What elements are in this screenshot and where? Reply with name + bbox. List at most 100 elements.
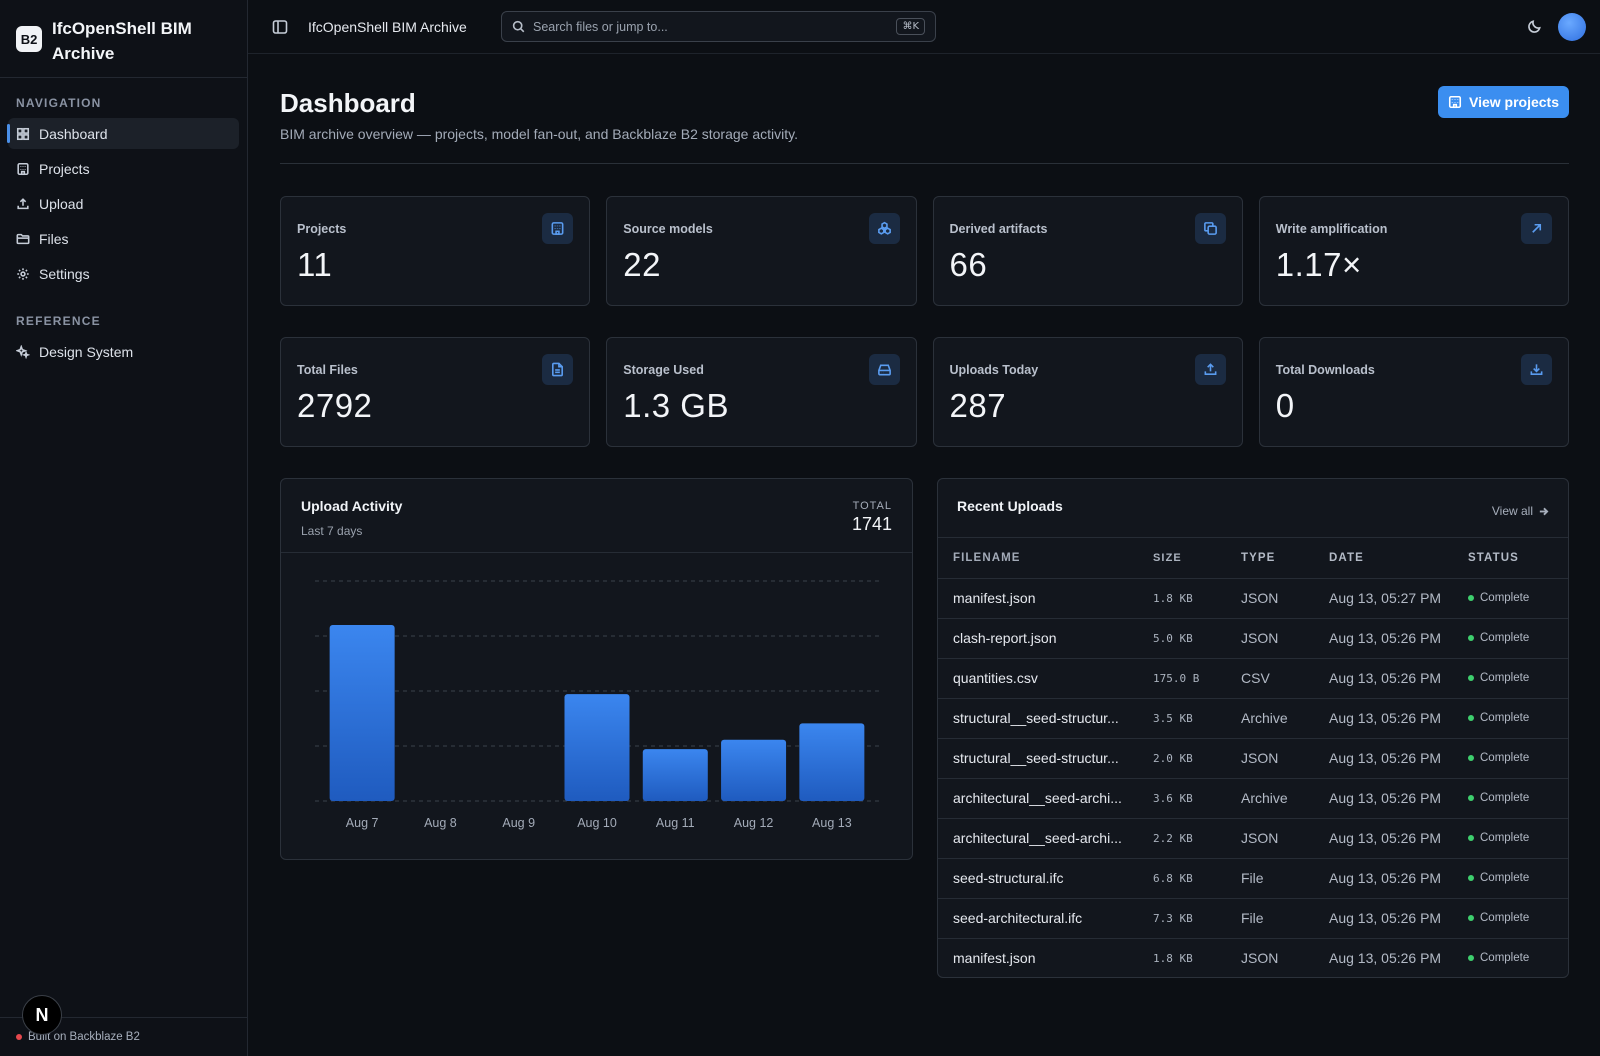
cell-status: Complete [1468, 738, 1568, 779]
cell-size: 7.3 KB [1153, 898, 1241, 939]
cell-filename[interactable]: manifest.json [938, 578, 1153, 619]
recent-uploads-table: FILENAME SIZE TYPE DATE STATUS manifest.json… [938, 538, 1568, 977]
column-header-filename[interactable]: FILENAME [938, 538, 1153, 579]
stat-card-total-files: Total Files 2792 [280, 337, 591, 447]
top-title: IfcOpenShell BIM Archive [308, 18, 467, 35]
x-tick-label: Aug 8 [424, 816, 457, 830]
sidebar-item-label: Dashboard [39, 125, 108, 142]
cell-type: File [1241, 858, 1329, 899]
status-dot [1468, 635, 1474, 641]
chart-total-label: TOTAL [852, 500, 892, 512]
chart-title: Upload Activity [301, 498, 403, 514]
cell-filename[interactable]: quantities.csv [938, 658, 1153, 699]
bar-aug-13[interactable] [799, 723, 865, 801]
stats-row-2: Total Files 2792 Storage Used 1.3 GB Uploads… [280, 337, 1569, 447]
stat-label: Projects [297, 222, 347, 236]
sidebar-item-dashboard[interactable]: Dashboard [7, 118, 239, 149]
folder-icon [16, 233, 30, 244]
sidebar-item-label: Files [39, 230, 69, 247]
cell-filename[interactable]: structural__seed-structur... [938, 738, 1153, 779]
recent-uploads-title: Recent Uploads [957, 498, 1063, 514]
brand-name: IfcOpenShell BIM Archive [52, 19, 192, 63]
cell-type: JSON [1241, 738, 1329, 779]
upload-icon [17, 197, 29, 209]
bar-aug-7[interactable] [329, 625, 395, 801]
status-badge: Complete [1468, 632, 1529, 644]
stat-value: 1.17× [1275, 246, 1362, 283]
hard-drive-icon [877, 364, 891, 376]
cell-filename[interactable]: seed-architectural.ifc [938, 898, 1153, 939]
search-bar[interactable]: ⌘K [501, 11, 936, 42]
sidebar-item-projects[interactable]: Projects [8, 153, 239, 184]
brand[interactable]: B2 IfcOpenShell BIM Archive [0, 0, 247, 78]
cell-date: Aug 13, 05:26 PM [1329, 858, 1468, 899]
sidebar-toggle-icon[interactable] [272, 19, 288, 35]
topbar: IfcOpenShell BIM Archive ⌘K [248, 0, 1600, 54]
status-badge: Complete [1468, 912, 1529, 924]
stat-value: 2792 [297, 387, 373, 424]
stat-value: 11 [297, 246, 333, 283]
table-row[interactable]: quantities.csv 175.0 B CSV Aug 13, 05:26 PM… [938, 658, 1568, 699]
stat-icon-box [868, 213, 900, 244]
building-icon [1448, 95, 1462, 109]
view-all-link[interactable]: View all [1492, 504, 1549, 518]
cell-type: Archive [1241, 778, 1329, 819]
stat-label: Write amplification [1275, 222, 1388, 236]
status-label: Complete [1480, 912, 1530, 924]
status-label: Complete [1480, 792, 1530, 804]
stat-value: 1.3 GB [623, 387, 729, 424]
bar-aug-12[interactable] [721, 739, 787, 801]
sidebar-item-design-system[interactable]: Design System [8, 336, 239, 367]
table-row[interactable]: seed-structural.ifc 6.8 KB File Aug 13, 05:… [938, 858, 1568, 899]
cell-size: 3.6 KB [1153, 778, 1241, 819]
search-input[interactable] [533, 19, 889, 34]
status-badge: Complete [1468, 712, 1529, 724]
cell-filename[interactable]: clash-report.json [938, 618, 1153, 659]
cell-status: Complete [1468, 858, 1568, 899]
status-label: Complete [1480, 632, 1530, 644]
column-header-size[interactable]: SIZE [1153, 538, 1241, 579]
cell-date: Aug 13, 05:27 PM [1329, 578, 1468, 619]
sidebar-item-upload[interactable]: Upload [8, 188, 239, 219]
building-icon [551, 222, 564, 235]
stat-label: Total Downloads [1275, 363, 1375, 377]
column-header-date[interactable]: DATE [1329, 538, 1468, 579]
header-divider [280, 163, 1569, 164]
cell-type: Archive [1241, 698, 1329, 739]
sparkles-icon [16, 344, 30, 359]
status-label: Complete [1480, 672, 1530, 684]
table-row[interactable]: seed-architectural.ifc 7.3 KB File Aug 13, … [938, 898, 1568, 939]
table-row[interactable]: structural__seed-structur... 2.0 KB JSON Au… [938, 738, 1568, 779]
sidebar-item-files[interactable]: Files [8, 223, 239, 254]
table-row[interactable]: manifest.json 1.8 KB JSON Aug 13, 05:27 PM C… [938, 578, 1568, 619]
cell-type: JSON [1241, 818, 1329, 859]
status-label: Complete [1480, 872, 1530, 884]
sidebar-item-settings[interactable]: Settings [8, 258, 239, 289]
column-header-type[interactable]: TYPE [1241, 538, 1329, 579]
cell-filename[interactable]: structural__seed-structur... [938, 698, 1153, 739]
stat-icon-box [542, 354, 574, 385]
table-row[interactable]: clash-report.json 5.0 KB JSON Aug 13, 05:26… [938, 618, 1568, 659]
table-row[interactable]: architectural__seed-archi... 3.6 KB Archiv… [938, 778, 1568, 819]
view-projects-button[interactable]: View projects [1437, 86, 1569, 118]
cell-date: Aug 13, 05:26 PM [1329, 618, 1468, 659]
search-icon [512, 20, 525, 33]
column-header-status[interactable]: STATUS [1468, 538, 1568, 579]
cell-date: Aug 13, 05:26 PM [1329, 950, 1442, 967]
cell-filename[interactable]: manifest.json [953, 950, 1036, 967]
cell-filename[interactable]: architectural__seed-archi... [938, 818, 1153, 859]
table-row[interactable]: architectural__seed-archi... 2.2 KB JSON Au… [938, 818, 1568, 859]
n-badge[interactable]: N [22, 995, 62, 1035]
table-row[interactable]: manifest.json 1.8 KB JSON Aug 13, 05:26 PM C… [938, 938, 1568, 977]
avatar[interactable] [1558, 13, 1586, 41]
sidebar-item-label: Settings [39, 265, 90, 282]
bar-aug-11[interactable] [642, 749, 708, 801]
table-body: manifest.json 1.8 KB JSON Aug 13, 05:27 PM C… [938, 578, 1568, 977]
moon-icon[interactable] [1527, 19, 1542, 34]
status-badge: Complete [1468, 872, 1529, 884]
cell-filename[interactable]: seed-structural.ifc [938, 858, 1153, 899]
table-row[interactable]: structural__seed-structur... 3.5 KB Archiv… [938, 698, 1568, 739]
cell-type: JSON [1241, 618, 1329, 659]
cell-filename[interactable]: architectural__seed-archi... [938, 778, 1153, 819]
bar-aug-10[interactable] [564, 694, 630, 801]
